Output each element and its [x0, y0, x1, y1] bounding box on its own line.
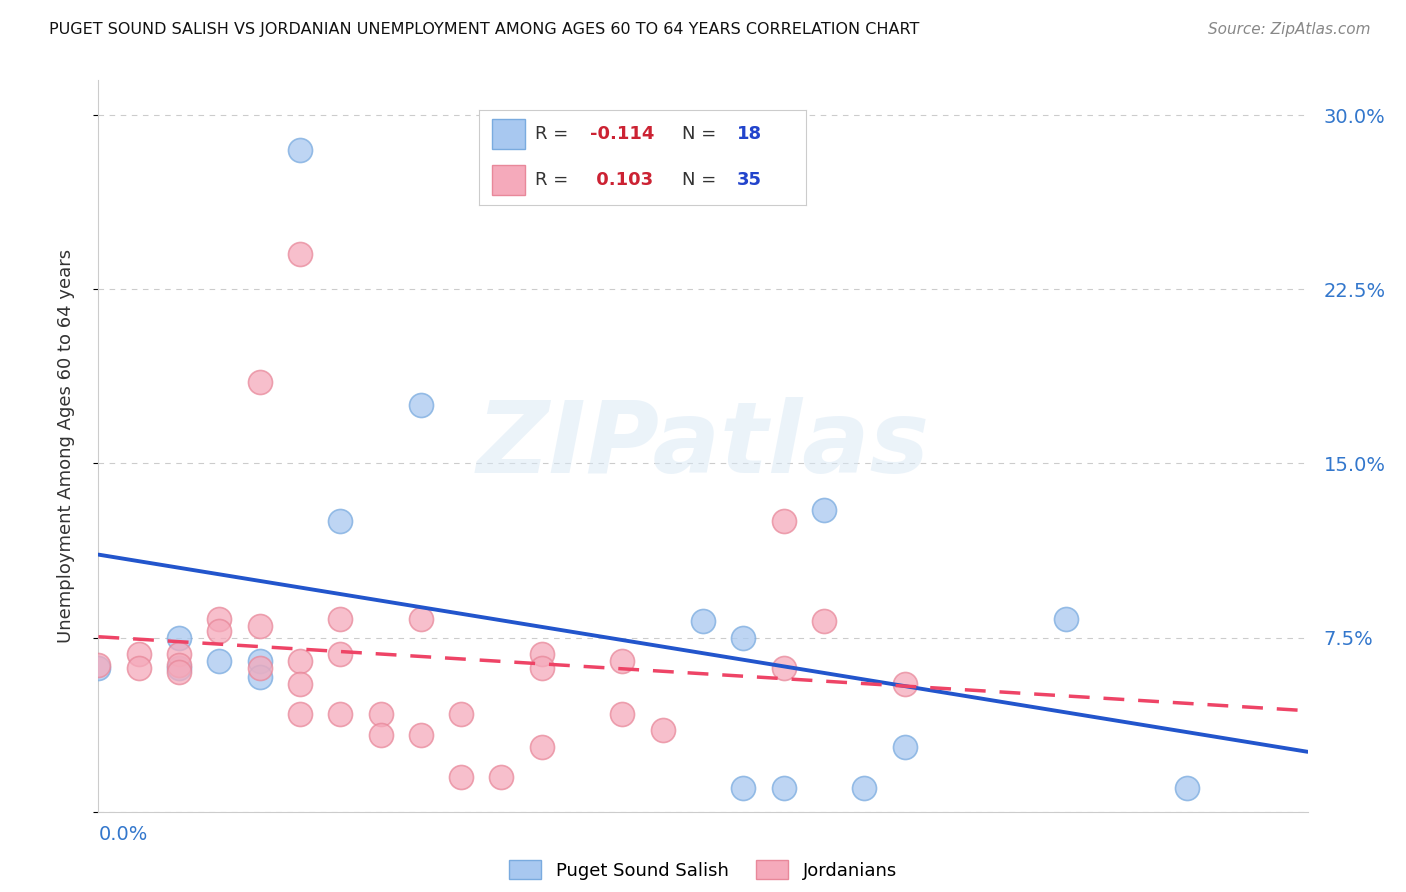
Point — [167, 665, 190, 680]
Point — [450, 770, 472, 784]
Point — [733, 631, 755, 645]
Point — [612, 654, 634, 668]
Point — [87, 658, 110, 673]
Text: Source: ZipAtlas.com: Source: ZipAtlas.com — [1208, 22, 1371, 37]
Point — [329, 515, 352, 529]
Point — [612, 707, 634, 722]
Point — [409, 612, 432, 626]
Point — [249, 670, 271, 684]
Point — [813, 503, 835, 517]
Point — [530, 661, 553, 675]
Point — [128, 647, 150, 661]
Point — [167, 658, 190, 673]
Point — [167, 647, 190, 661]
Point — [288, 654, 311, 668]
Point — [329, 647, 352, 661]
Point — [772, 515, 794, 529]
Point — [208, 624, 231, 638]
Point — [409, 728, 432, 742]
Point — [733, 781, 755, 796]
Point — [167, 661, 190, 675]
Text: PUGET SOUND SALISH VS JORDANIAN UNEMPLOYMENT AMONG AGES 60 TO 64 YEARS CORRELATI: PUGET SOUND SALISH VS JORDANIAN UNEMPLOY… — [49, 22, 920, 37]
Point — [288, 247, 311, 261]
Point — [288, 143, 311, 157]
Point — [893, 677, 915, 691]
Point — [249, 619, 271, 633]
Text: ZIPatlas: ZIPatlas — [477, 398, 929, 494]
Y-axis label: Unemployment Among Ages 60 to 64 years: Unemployment Among Ages 60 to 64 years — [56, 249, 75, 643]
Point — [692, 615, 714, 629]
Point — [329, 612, 352, 626]
Point — [450, 707, 472, 722]
Point — [288, 707, 311, 722]
Point — [87, 661, 110, 675]
Point — [530, 647, 553, 661]
Point — [370, 728, 392, 742]
Point — [409, 398, 432, 412]
Point — [208, 612, 231, 626]
Legend: Puget Sound Salish, Jordanians: Puget Sound Salish, Jordanians — [502, 853, 904, 887]
Point — [893, 739, 915, 754]
Point — [128, 661, 150, 675]
Point — [772, 781, 794, 796]
Text: 0.0%: 0.0% — [98, 825, 148, 844]
Point — [249, 661, 271, 675]
Point — [1175, 781, 1198, 796]
Point — [530, 739, 553, 754]
Point — [288, 677, 311, 691]
Point — [370, 707, 392, 722]
Point — [813, 615, 835, 629]
Point — [167, 631, 190, 645]
Point — [208, 654, 231, 668]
Point — [329, 707, 352, 722]
Point — [1054, 612, 1077, 626]
Point — [249, 375, 271, 389]
Point — [772, 661, 794, 675]
Point — [651, 723, 673, 738]
Point — [249, 654, 271, 668]
Point — [491, 770, 513, 784]
Point — [853, 781, 876, 796]
